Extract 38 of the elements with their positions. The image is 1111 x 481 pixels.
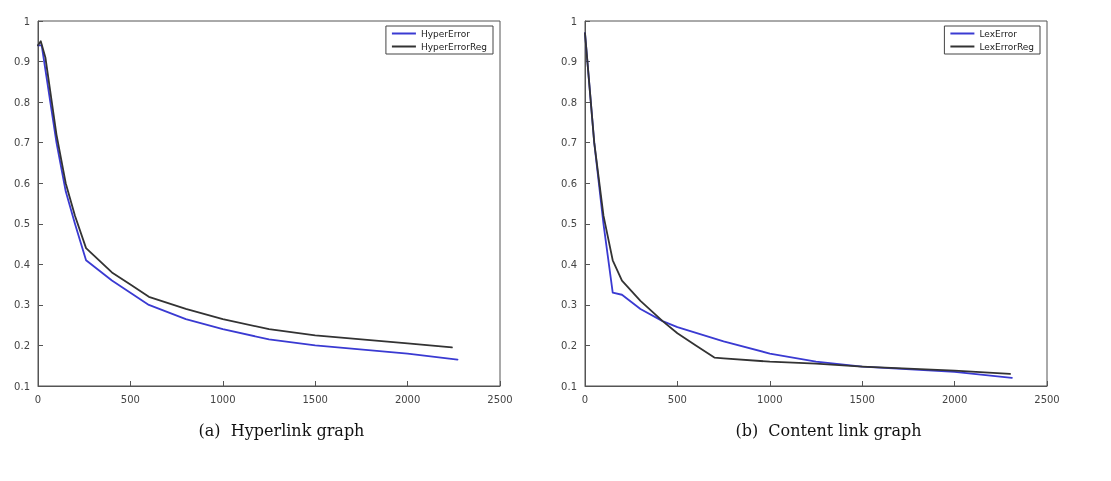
x-tick-label: 1500: [302, 393, 328, 405]
y-tick-label: 0.2: [561, 339, 577, 351]
y-tick-label: 0.1: [14, 380, 30, 392]
x-tick-label: 1000: [757, 393, 783, 405]
y-tick-label: 0.4: [561, 258, 577, 270]
y-tick-label: 0.3: [561, 299, 577, 311]
y-tick-label: 0.9: [561, 56, 577, 68]
y-tick-label: 0.9: [14, 56, 30, 68]
x-tick-label: 500: [667, 393, 687, 405]
x-tick-label: 2500: [1034, 393, 1060, 405]
x-tick-label: 1000: [210, 393, 236, 405]
x-tick-label: 500: [120, 393, 140, 405]
y-tick-label: 0.5: [14, 218, 30, 230]
y-tick-label: 0.7: [561, 137, 577, 149]
x-tick-label: 2000: [394, 393, 421, 405]
legend-label: LexErrorReg: [979, 41, 1035, 52]
x-tick-label: 0: [581, 393, 589, 405]
y-tick-label: 0.5: [561, 218, 577, 230]
x-tick-label: 2500: [487, 393, 513, 405]
y-tick-label: 0.6: [14, 177, 30, 189]
y-tick-label: 0.6: [561, 177, 577, 189]
y-tick-label: 0.4: [14, 258, 30, 270]
x-tick-label: 0: [34, 393, 42, 405]
y-tick-label: 0.3: [14, 299, 30, 311]
text: (a) Hyperlink graph: [198, 420, 365, 440]
legend-label: LexError: [979, 28, 1018, 39]
y-tick-label: 0.2: [14, 339, 30, 351]
legend-label: HyperErrorReg: [420, 41, 488, 52]
y-tick-label: 0.8: [14, 96, 30, 108]
x-tick-label: 1500: [849, 393, 875, 405]
y-tick-label: 0.7: [14, 137, 30, 149]
y-tick-label: 0.8: [561, 96, 577, 108]
y-tick-label: 0.1: [561, 380, 577, 392]
y-tick-label: 1: [23, 15, 30, 27]
y-tick-label: 1: [570, 15, 577, 27]
legend-label: HyperError: [420, 28, 471, 39]
x-tick-label: 2000: [941, 393, 968, 405]
text: (b) Content link graph: [735, 420, 922, 440]
